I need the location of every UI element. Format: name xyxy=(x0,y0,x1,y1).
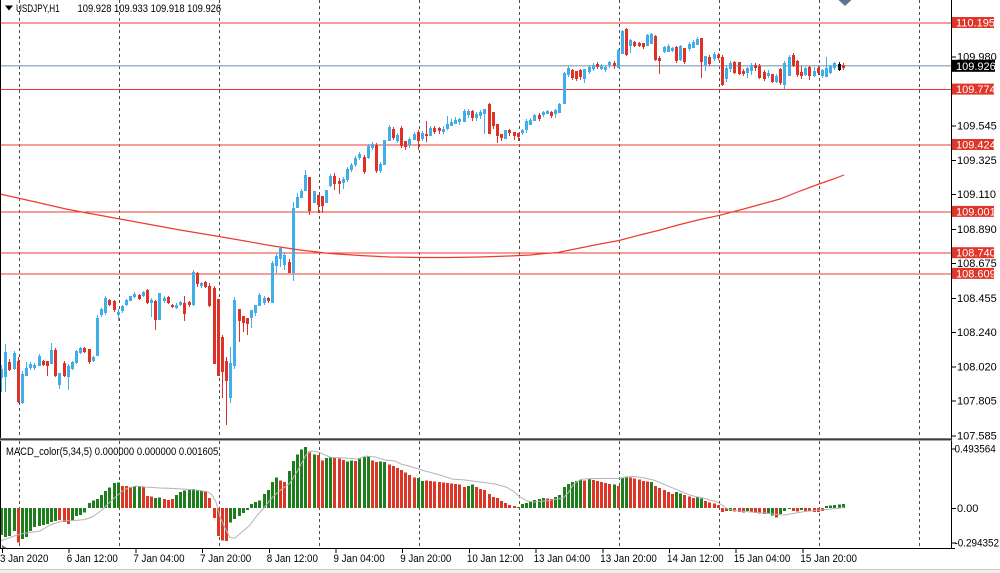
svg-text:109.325: 109.325 xyxy=(957,155,997,167)
svg-text:USDJPY,H1: USDJPY,H1 xyxy=(16,3,60,16)
svg-text:0.00: 0.00 xyxy=(957,503,978,515)
svg-text:110.195: 110.195 xyxy=(956,18,995,30)
svg-text:107.585: 107.585 xyxy=(957,430,997,442)
svg-text:108.020: 108.020 xyxy=(957,362,997,374)
svg-text:107.805: 107.805 xyxy=(957,396,997,408)
svg-text:13 Jan 20:00: 13 Jan 20:00 xyxy=(600,554,657,566)
svg-text:109.926: 109.926 xyxy=(956,61,996,73)
svg-text:109.928 109.933 109.918 109.92: 109.928 109.933 109.918 109.926 xyxy=(78,3,222,15)
svg-text:7 Jan 20:00: 7 Jan 20:00 xyxy=(200,554,251,566)
svg-text:6 Jan 12:00: 6 Jan 12:00 xyxy=(67,554,118,566)
svg-text:MACD_color(5,34,5) 0.000000 0.: MACD_color(5,34,5) 0.000000 0.000000 0.0… xyxy=(6,446,219,458)
svg-text:109.001: 109.001 xyxy=(956,206,996,218)
svg-text:109.110: 109.110 xyxy=(957,189,996,201)
svg-text:7 Jan 04:00: 7 Jan 04:00 xyxy=(133,554,184,566)
svg-text:13 Jan 04:00: 13 Jan 04:00 xyxy=(534,554,591,566)
svg-text:9 Jan 20:00: 9 Jan 20:00 xyxy=(400,554,451,566)
svg-text:14 Jan 12:00: 14 Jan 12:00 xyxy=(667,554,724,566)
svg-text:108.609: 108.609 xyxy=(956,268,996,280)
svg-text:15 Jan 20:00: 15 Jan 20:00 xyxy=(800,554,857,566)
svg-text:109.545: 109.545 xyxy=(957,120,997,132)
svg-text:9 Jan 04:00: 9 Jan 04:00 xyxy=(334,554,385,566)
svg-text:10 Jan 12:00: 10 Jan 12:00 xyxy=(467,554,524,566)
svg-text:109.774: 109.774 xyxy=(956,84,996,96)
svg-text:109.424: 109.424 xyxy=(956,140,996,152)
svg-text:8 Jan 12:00: 8 Jan 12:00 xyxy=(267,554,318,566)
svg-text:108.240: 108.240 xyxy=(957,327,997,339)
svg-text:108.740: 108.740 xyxy=(956,248,996,260)
svg-text:3 Jan 2020: 3 Jan 2020 xyxy=(0,554,49,566)
svg-text:108.675: 108.675 xyxy=(957,258,997,270)
svg-text:0.493564: 0.493564 xyxy=(955,444,996,456)
svg-text:-0.294352: -0.294352 xyxy=(955,538,1000,550)
svg-text:108.455: 108.455 xyxy=(957,293,997,305)
svg-text:108.890: 108.890 xyxy=(957,224,997,236)
svg-text:15 Jan 04:00: 15 Jan 04:00 xyxy=(734,554,791,566)
